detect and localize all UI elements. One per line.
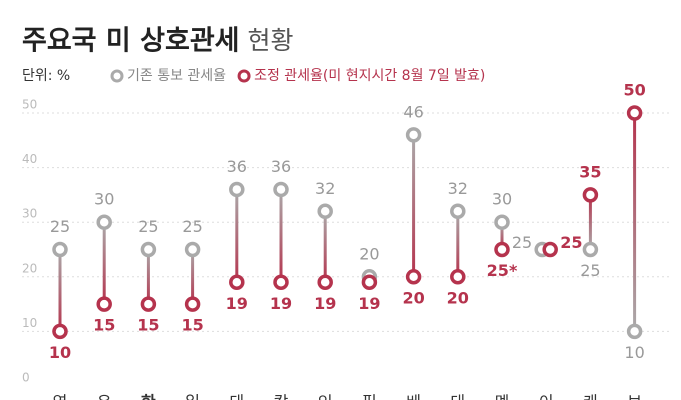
original-dot — [140, 241, 157, 258]
original-label: 30 — [492, 190, 512, 209]
original-label: 25 — [512, 233, 532, 252]
adjusted-dot — [317, 274, 333, 291]
legend-marker — [110, 69, 124, 83]
adjusted-label: 19 — [314, 294, 336, 313]
x-tick-label: 태 — [229, 393, 244, 400]
adjusted-label: 35 — [579, 162, 601, 181]
adjusted-dot — [582, 187, 599, 203]
original-label: 20 — [359, 244, 379, 263]
adjusted-dot — [405, 269, 422, 285]
adjusted-label: 19 — [270, 294, 292, 313]
x-tick-label: 캄 — [274, 393, 289, 400]
original-dot — [229, 181, 245, 198]
original-dot — [96, 214, 112, 230]
legend-label: 기존 통보 관세율 — [127, 68, 226, 84]
original-label: 46 — [403, 102, 423, 121]
original-dot — [582, 241, 599, 258]
original-label: 36 — [271, 157, 291, 176]
x-tick-label: 베 — [406, 393, 421, 400]
adjusted-dot — [450, 269, 466, 285]
adjusted-dot — [140, 296, 157, 312]
adjusted-label: 15 — [93, 316, 115, 335]
original-label: 10 — [624, 343, 644, 362]
y-tick-label: 20 — [22, 261, 37, 275]
original-dot — [626, 323, 643, 340]
adjusted-label: 20 — [447, 288, 469, 307]
adjusted-dot — [52, 323, 68, 340]
legend-marker — [237, 69, 251, 83]
adjusted-label: 19 — [226, 294, 248, 313]
adjusted-label: 19 — [358, 294, 380, 313]
adjusted-label: 50 — [623, 81, 645, 100]
original-dot — [273, 181, 289, 198]
adjusted-label: 25 — [560, 233, 582, 252]
x-tick-label: 영 — [53, 393, 68, 400]
x-tick-label: 필 — [362, 393, 377, 400]
x-tick-label: 이 — [539, 393, 554, 400]
adjusted-dot — [96, 296, 112, 312]
original-dot — [184, 241, 201, 258]
unit-label: 단위: % — [22, 68, 70, 84]
x-tick-label: 캐 — [583, 393, 598, 400]
original-dot — [52, 241, 68, 258]
original-label: 30 — [94, 190, 114, 209]
adjusted-dot — [273, 274, 289, 291]
legend: 기존 통보 관세율 조정 관세율(미 현지시간 8월 7일 발효) — [110, 68, 485, 84]
adjusted-label: 15 — [137, 316, 159, 335]
y-tick-label: 50 — [22, 98, 37, 112]
x-tick-label: 일 — [185, 393, 200, 400]
legend-label: 조정 관세율(미 현지시간 8월 7일 발효) — [254, 68, 485, 84]
adjusted-label: 20 — [402, 288, 424, 307]
y-tick-label: 10 — [22, 316, 37, 330]
chart-subtitle: 현황 — [248, 26, 294, 55]
original-dot — [494, 214, 510, 230]
original-label: 32 — [315, 179, 335, 198]
adjusted-dot — [184, 296, 201, 312]
adjusted-label: 15 — [181, 316, 203, 335]
adjusted-dot — [229, 274, 245, 291]
adjusted-dot — [494, 241, 510, 258]
adjusted-dot — [361, 274, 378, 291]
original-dot — [450, 203, 466, 220]
x-tick-label: 인 — [318, 393, 333, 400]
x-tick-label: 대 — [450, 393, 465, 400]
x-tick-label: 멕 — [495, 393, 510, 400]
x-tick-label: 한 — [141, 393, 156, 400]
x-tick-label: 브 — [627, 393, 642, 400]
original-label: 36 — [227, 157, 247, 176]
chart-title: 주요국 미 상호관세 — [22, 26, 240, 57]
adjusted-dot — [626, 105, 643, 121]
original-label: 25 — [50, 217, 70, 236]
y-tick-label: 0 — [22, 371, 30, 385]
adjusted-label: 25* — [487, 261, 518, 280]
y-tick-label: 40 — [22, 152, 37, 166]
y-tick-label: 30 — [22, 207, 37, 221]
original-label: 25 — [138, 217, 158, 236]
adjusted-label: 10 — [49, 343, 71, 362]
x-tick-label: 유 — [97, 393, 112, 400]
original-label: 25 — [182, 217, 202, 236]
adjusted-dot — [542, 241, 558, 258]
original-label: 25 — [580, 261, 600, 280]
original-dot — [405, 127, 422, 143]
original-dot — [317, 203, 333, 220]
original-label: 32 — [448, 179, 468, 198]
